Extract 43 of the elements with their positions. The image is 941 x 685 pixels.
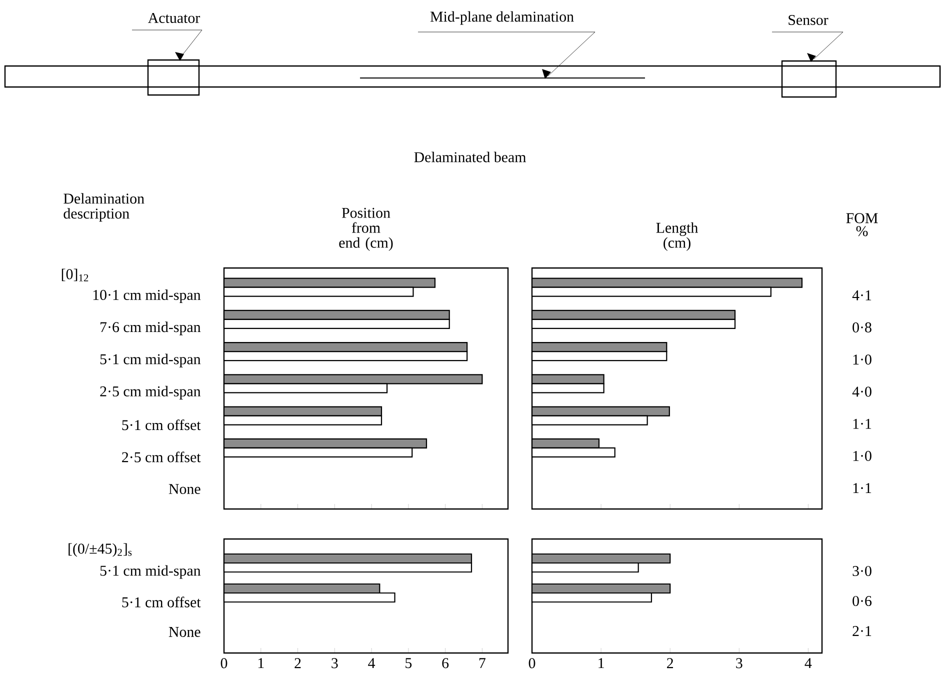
text: 1·1 — [853, 483, 872, 494]
text: 1·1 — [853, 418, 872, 429]
chart-title: Position from end (cm) — [339, 208, 393, 251]
text: 4·0 — [852, 386, 872, 397]
x-tick-label: 2 — [294, 658, 301, 668]
y-tick-label: 5·1 cm mid-span — [100, 565, 201, 579]
x-tick-label: 5 — [406, 658, 412, 668]
text: 1·0 — [853, 354, 872, 365]
x-tick-label: 4 — [804, 658, 812, 668]
x-tick-label: 4 — [368, 658, 376, 668]
text: Sensor — [788, 14, 828, 26]
text: 0·6 — [852, 596, 872, 606]
y-axis-title: Delamination description — [64, 193, 144, 222]
text: [0]$_{12}$ — [62, 268, 88, 282]
text: 1·0 — [853, 450, 872, 461]
x-tick-label: 2 — [667, 658, 674, 668]
y-tick-label: 2·5 cm mid-span — [100, 386, 201, 400]
text: Mid-plane delamination — [430, 11, 574, 25]
y-tick-label: 2·5 cm offset — [122, 452, 201, 462]
y-tick-label: 5·1 cm offset — [122, 596, 201, 608]
text: 3·0 — [852, 566, 872, 576]
text: 4·1 — [852, 290, 872, 300]
x-tick-label: 0 — [528, 658, 536, 668]
text: 2·1 — [852, 626, 872, 636]
text: [(0/±45)$_{2}$]$_{s}$ — [68, 543, 132, 557]
text: Delaminated beam — [414, 152, 526, 162]
x-tick-label: 3 — [736, 658, 742, 668]
y-tick-label: None — [168, 627, 200, 637]
x-tick-label: 1 — [258, 658, 264, 668]
y-tick-label: 5·1 cm mid-span — [100, 354, 201, 368]
text: Actuator — [148, 12, 200, 23]
y2-axis-title: FOM % — [846, 213, 878, 236]
y-tick-label: 7·6 cm mid-span — [100, 322, 201, 336]
x-tick-label: 0 — [220, 658, 228, 668]
y-tick-label: 5·1 cm offset — [122, 419, 201, 430]
x-tick-label: 3 — [332, 658, 338, 668]
y-tick-label: 10·1 cm mid-span — [93, 290, 201, 304]
text: 0·8 — [852, 322, 872, 332]
x-tick-label: 1 — [598, 658, 604, 668]
y-tick-label: None — [168, 484, 200, 494]
x-tick-label: 6 — [442, 658, 449, 668]
chart-title: Length (cm) — [656, 222, 698, 251]
x-tick-label: 7 — [479, 658, 486, 668]
